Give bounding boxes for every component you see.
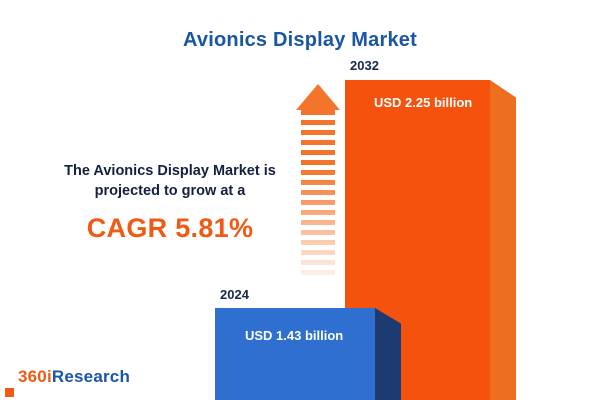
brand-accent-square	[5, 388, 14, 397]
bar-2032-side-face	[490, 80, 516, 400]
value-label-2032: USD 2.25 billion	[374, 95, 473, 110]
brand-logo: 360iResearch	[18, 367, 130, 387]
brand-logo-prefix: 360i	[18, 367, 52, 386]
brand-logo-suffix: Research	[51, 367, 131, 386]
value-label-2024: USD 1.43 billion	[245, 328, 344, 343]
year-label-2024: 2024	[220, 287, 249, 302]
cagr-highlight: CAGR 5.81%	[86, 213, 254, 244]
bar-2024	[215, 308, 375, 400]
chart-title: Avionics Display Market	[183, 29, 417, 52]
growth-arrow-icon	[296, 84, 340, 284]
description-block: The Avionics Display Market is projected…	[50, 162, 290, 247]
description-line-1: The Avionics Display Market is	[64, 163, 276, 179]
arrow-dashed-shaft	[301, 110, 335, 278]
description-line-2: projected to grow at a	[94, 182, 246, 199]
arrow-head-icon	[296, 84, 340, 110]
bar-2024-side-face	[375, 308, 401, 400]
year-label-2032: 2032	[350, 58, 379, 73]
